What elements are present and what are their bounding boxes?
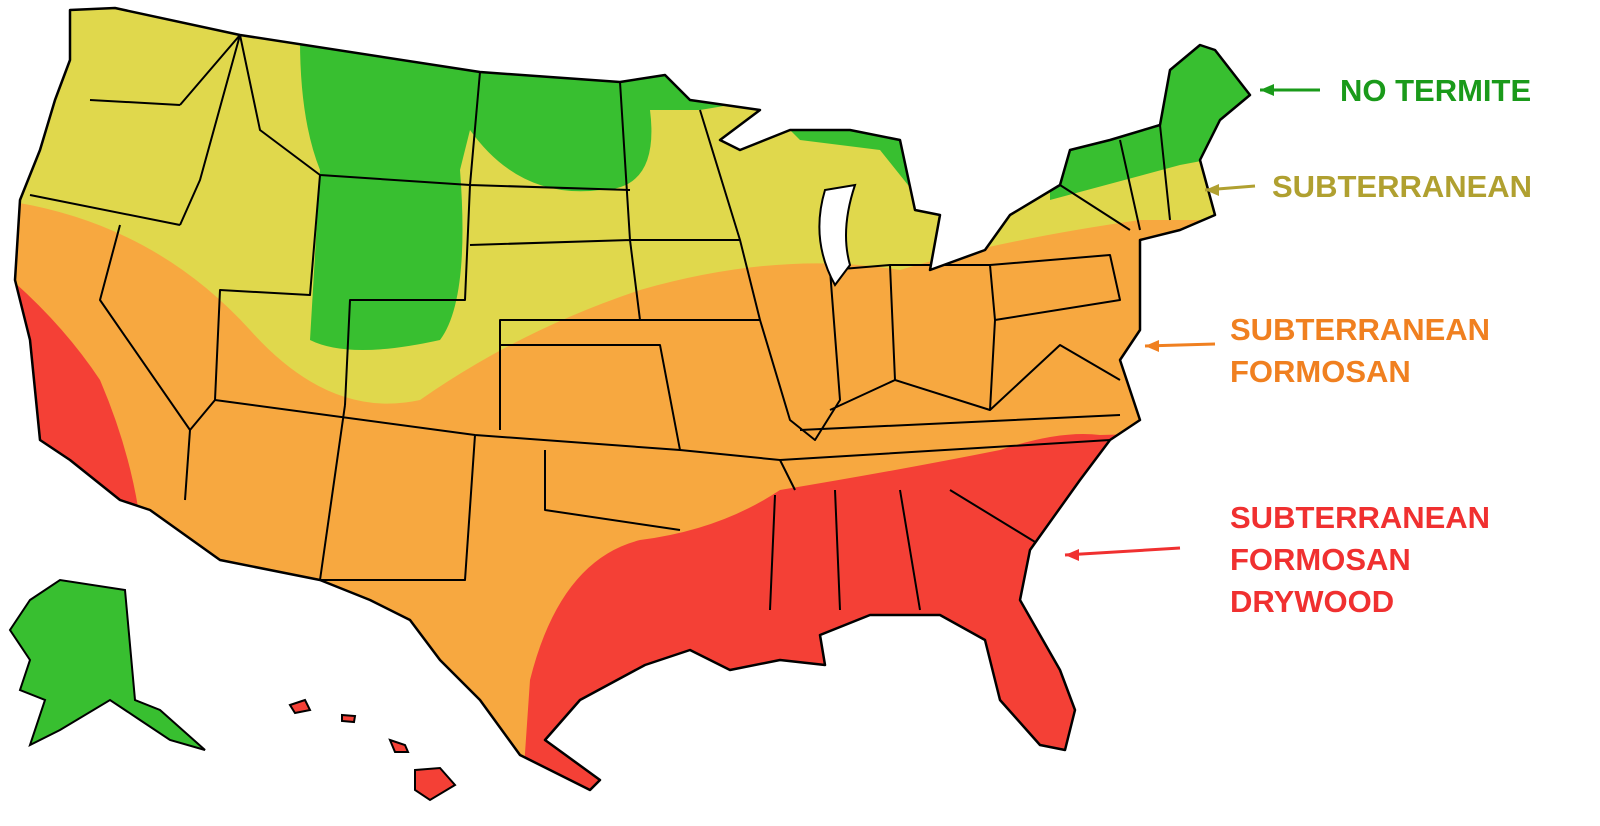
legend-label: SUBTERRANEAN: [1230, 500, 1490, 535]
lake-michigan: [818, 183, 857, 287]
legend-label: FORMOSAN: [1230, 542, 1411, 577]
legend-label: SUBTERRANEAN: [1230, 312, 1490, 347]
legend: NO TERMITE SUBTERRANEAN SUBTERRANEAN FOR…: [1230, 73, 1532, 619]
arrowhead: [1065, 549, 1079, 561]
hawaii: [288, 698, 457, 802]
arrows: [1064, 84, 1320, 561]
legend-label: NO TERMITE: [1340, 73, 1531, 108]
zone-formosan: [15, 200, 1250, 790]
state-borders: [29, 34, 1171, 611]
arrowhead: [1145, 340, 1159, 352]
legend-label: FORMOSAN: [1230, 354, 1411, 389]
arrow-drywood: [1064, 546, 1181, 557]
arrowhead: [1260, 84, 1274, 96]
arrowhead: [1205, 184, 1219, 196]
legend-label: SUBTERRANEAN: [1272, 169, 1532, 204]
legend-label: DRYWOOD: [1230, 584, 1394, 619]
alaska: [8, 578, 206, 751]
zones: [15, 8, 1250, 790]
zone-no-termite-ne: [1050, 8, 1250, 200]
